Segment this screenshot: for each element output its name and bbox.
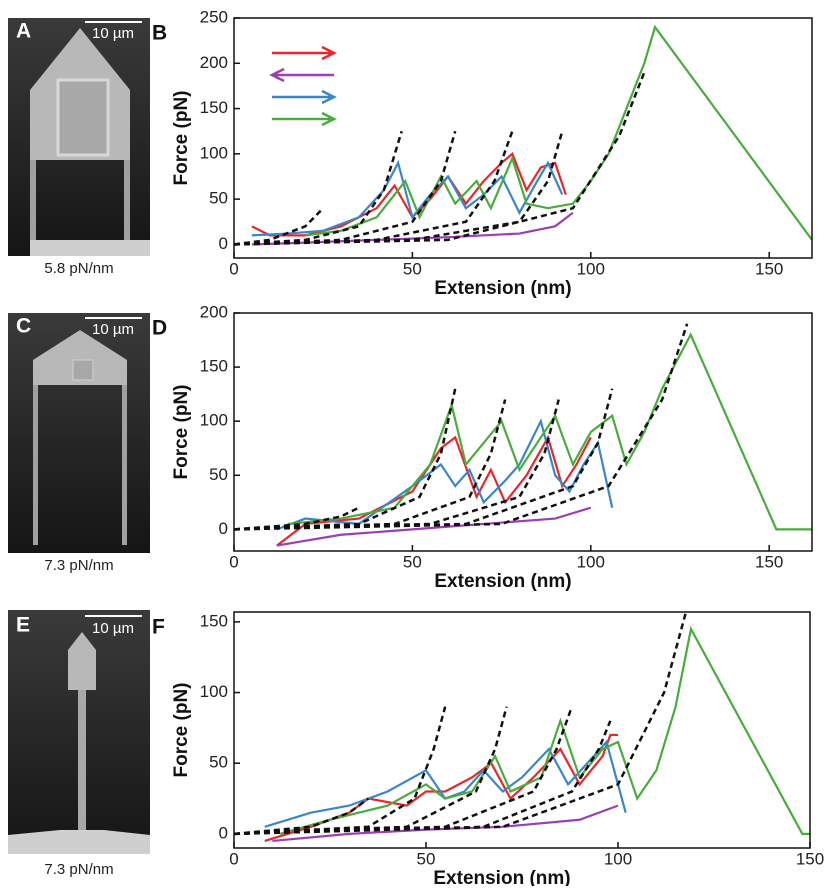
fit-curve [234,207,325,246]
y-axis-label: Force (pN) [171,683,192,778]
scale-bar-label: 10 µm [92,620,134,637]
fit-curve [234,720,612,836]
y-tick-label: 0 [219,234,228,253]
plot-area [234,612,810,843]
trace-line [251,159,564,237]
trace-line [264,739,627,828]
x-tick-label: 0 [229,259,238,278]
scale-bar-label: 10 µm [92,321,134,338]
fit-curve [234,130,564,246]
axes-frame [233,611,811,849]
image-c: 10 µm C [8,313,150,553]
image-a: 10 µm A [8,18,150,256]
panel-letter: F [152,616,165,639]
y-tick-label: 100 [200,143,228,162]
panel-letter: B [152,22,167,45]
fit-curve [234,399,560,531]
axes-frame [233,17,813,259]
fit-curve [234,130,457,246]
plot-area [234,24,812,246]
stiffness-label: 7.3 pN/nm [44,557,113,574]
chart: B 0 50 100 150 0 50 100 150 200 250 Extension (nm) F… [152,7,813,299]
x-tick-label: 0 [229,552,238,571]
chart: D 0 50 100 150 0 50 100 150 200 Extension (nm) Forc… [152,302,813,592]
legend-arrow [272,45,337,61]
x-tick-label: 0 [229,849,238,868]
y-axis-label: Force (pN) [171,385,192,480]
legend-arrow [272,89,337,105]
fit-curve [234,706,447,836]
x-axis-label: Extension (nm) [434,278,571,299]
y-tick-label: 0 [219,823,228,842]
y-tick-label: 100 [200,682,228,701]
y-tick-label: 50 [209,753,228,772]
y-tick-label: 150 [200,611,228,630]
trace-line [279,625,810,835]
trace-line [264,733,618,842]
plot-area [234,323,812,547]
scale-bar-label: 10 µm [92,25,134,42]
panel-letter: A [16,20,31,43]
x-tick-label: 50 [417,849,436,868]
trace-line [276,506,592,547]
y-tick-label: 200 [200,302,228,321]
stiffness-label: 7.3 pN/nm [44,861,113,878]
legend-arrow [269,67,334,83]
fit-curve [234,71,646,246]
y-tick-label: 150 [200,98,228,117]
y-tick-label: 0 [219,519,228,538]
legend-arrow [272,111,337,127]
x-tick-label: 150 [755,259,783,278]
x-axis-label: Extension (nm) [433,868,570,886]
x-tick-label: 50 [403,552,422,571]
y-tick-label: 150 [200,357,228,376]
axes-frame [233,312,813,552]
y-tick-label: 100 [200,411,228,430]
stiffness-label: 5.8 pN/nm [44,260,113,277]
trace-line [251,152,567,237]
x-tick-label: 150 [755,552,783,571]
fit-curve [234,130,403,246]
fit-curve [234,706,574,836]
fit-curve [234,706,508,836]
panel-letter: D [152,317,167,340]
fit-curve [234,388,457,531]
x-tick-label: 50 [403,259,422,278]
trace-line [287,332,812,531]
y-axis-label: Force (pN) [171,91,192,186]
y-tick-label: 200 [200,53,228,72]
chart: F 0 50 100 150 0 50 100 150 Extension (nm) Force (… [152,611,824,889]
fit-curve [234,323,689,531]
y-tick-label: 50 [209,189,228,208]
x-tick-label: 100 [577,259,605,278]
y-tick-label: 50 [209,465,228,484]
x-tick-label: 150 [796,849,824,868]
fit-curve [234,399,507,531]
x-tick-label: 100 [604,849,632,868]
x-axis-label: Extension (nm) [434,571,571,592]
y-tick-label: 250 [200,7,228,26]
image-e: 10 µm E [8,610,150,854]
fit-curve [234,612,688,836]
panel-letter: C [16,315,31,338]
trace-line [305,24,812,241]
x-tick-label: 100 [577,552,605,571]
panel-letter: E [16,614,30,637]
